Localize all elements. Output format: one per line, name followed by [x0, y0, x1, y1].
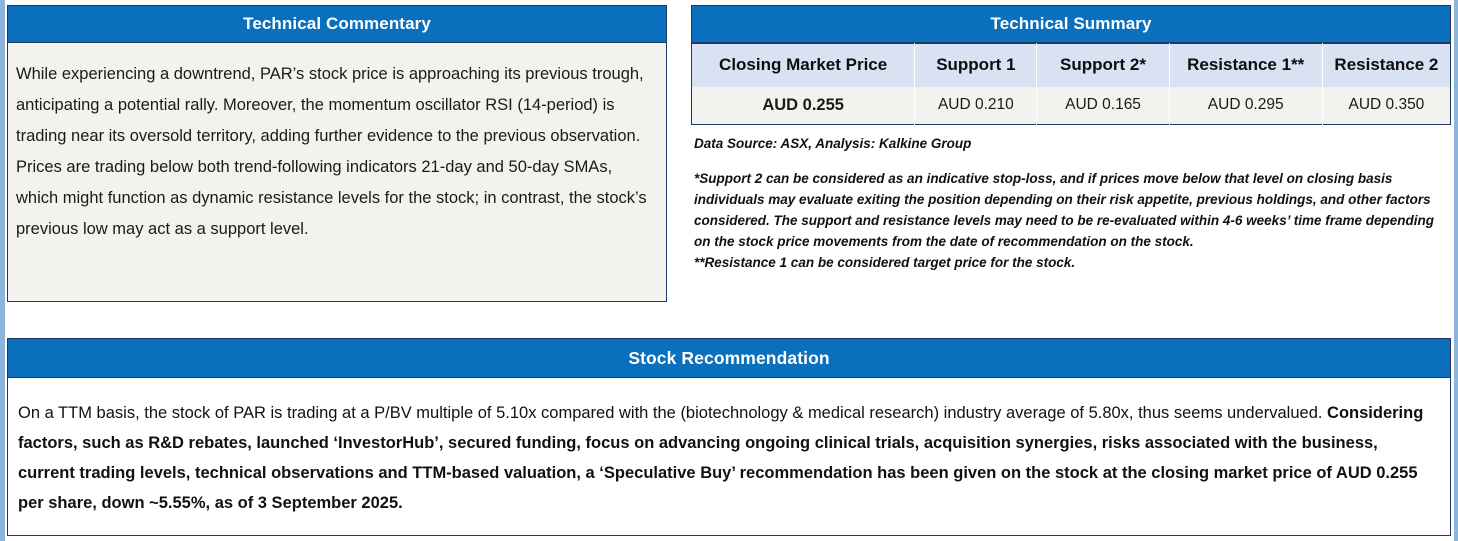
value-closing-market-price: AUD 0.255 [691, 86, 916, 125]
value-support-1: AUD 0.210 [914, 86, 1038, 125]
stock-recommendation-emphasis: Considering factors, such as R&D rebates… [18, 404, 1424, 512]
table-header-row: Closing Market Price Support 1 Support 2… [691, 43, 1451, 87]
footnote-support-2: *Support 2 can be considered as an indic… [694, 171, 1434, 249]
technical-commentary-body: While experiencing a downtrend, PAR’s st… [7, 43, 667, 302]
value-resistance-1: AUD 0.295 [1168, 86, 1323, 125]
technical-commentary-panel: Technical Commentary While experiencing … [7, 5, 667, 302]
technical-summary-table: Closing Market Price Support 1 Support 2… [691, 43, 1451, 125]
value-resistance-2: AUD 0.350 [1321, 86, 1451, 125]
stock-recommendation-lead: On a TTM basis, the stock of PAR is trad… [18, 404, 1328, 422]
column-header-closing-market-price: Closing Market Price [691, 43, 916, 87]
technical-summary-notes: Data Source: ASX, Analysis: Kalkine Grou… [691, 133, 1451, 273]
technical-commentary-text: While experiencing a downtrend, PAR’s st… [16, 65, 647, 238]
column-header-support-2: Support 2* [1036, 43, 1170, 87]
stock-recommendation-body: On a TTM basis, the stock of PAR is trad… [7, 378, 1451, 536]
stock-recommendation-title: Stock Recommendation [7, 338, 1451, 378]
page-left-edge-strip [0, 0, 5, 541]
column-header-resistance-2: Resistance 2 [1321, 43, 1451, 87]
footnote-resistance-1: **Resistance 1 can be considered target … [694, 255, 1076, 270]
stock-recommendation-text: On a TTM basis, the stock of PAR is trad… [18, 398, 1438, 518]
table-row: AUD 0.255 AUD 0.210 AUD 0.165 AUD 0.295 … [691, 86, 1451, 125]
value-support-2: AUD 0.165 [1036, 86, 1170, 125]
column-header-resistance-1: Resistance 1** [1168, 43, 1323, 87]
technical-summary-title: Technical Summary [691, 5, 1451, 43]
stock-recommendation-panel: Stock Recommendation On a TTM basis, the… [7, 338, 1451, 536]
column-header-support-1: Support 1 [914, 43, 1038, 87]
data-source-line: Data Source: ASX, Analysis: Kalkine Grou… [694, 136, 972, 151]
technical-commentary-title: Technical Commentary [7, 5, 667, 43]
technical-summary-panel: Technical Summary Closing Market Price S… [691, 5, 1451, 273]
page-right-edge-strip [1454, 0, 1458, 541]
